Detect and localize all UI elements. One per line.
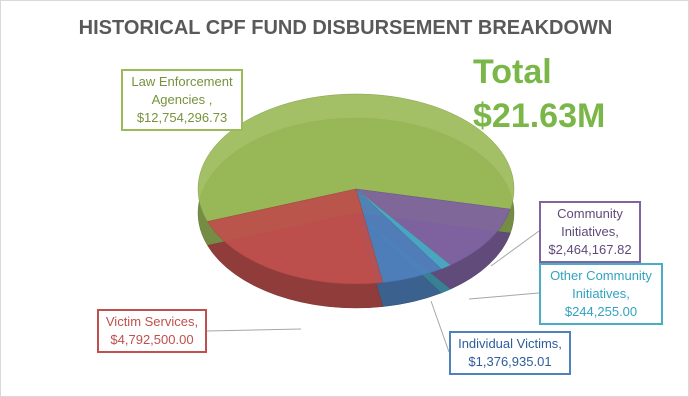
label-value: $12,754,296.73 [136,110,228,125]
leader-line [430,300,450,353]
data-label: Community Initiatives, $2,464,167.82 [539,201,641,263]
label-value: $4,792,500.00 [110,332,194,347]
data-label: Law Enforcement Agencies , $12,754,296.73 [121,69,243,131]
data-label: Other Community Initiatives, $244,255.00 [539,263,663,325]
slice [355,188,511,266]
slice [207,188,384,285]
label-value: $1,376,935.01 [468,354,552,369]
data-label: Victim Services, $4,792,500.00 [97,309,207,353]
chart-title: HISTORICAL CPF FUND DISBURSEMENT BREAKDO… [78,17,613,39]
label-value: $2,464,167.82 [548,242,632,257]
label-category: Victim Services, [105,314,199,329]
leader-line [490,230,540,267]
total-value: $21.63M [473,97,606,135]
label-category: Community Initiatives, [557,206,623,239]
total-label: Total [473,53,552,91]
label-category: Other Community Initiatives, [550,268,652,301]
label-category: Individual Victims, [458,336,562,351]
leader-line [206,328,302,332]
slice [197,93,515,222]
label-value: $244,255.00 [564,304,638,319]
data-label: Individual Victims, $1,376,935.01 [449,331,571,375]
label-category: Law Enforcement Agencies , [131,74,233,107]
leader-line [468,292,540,300]
